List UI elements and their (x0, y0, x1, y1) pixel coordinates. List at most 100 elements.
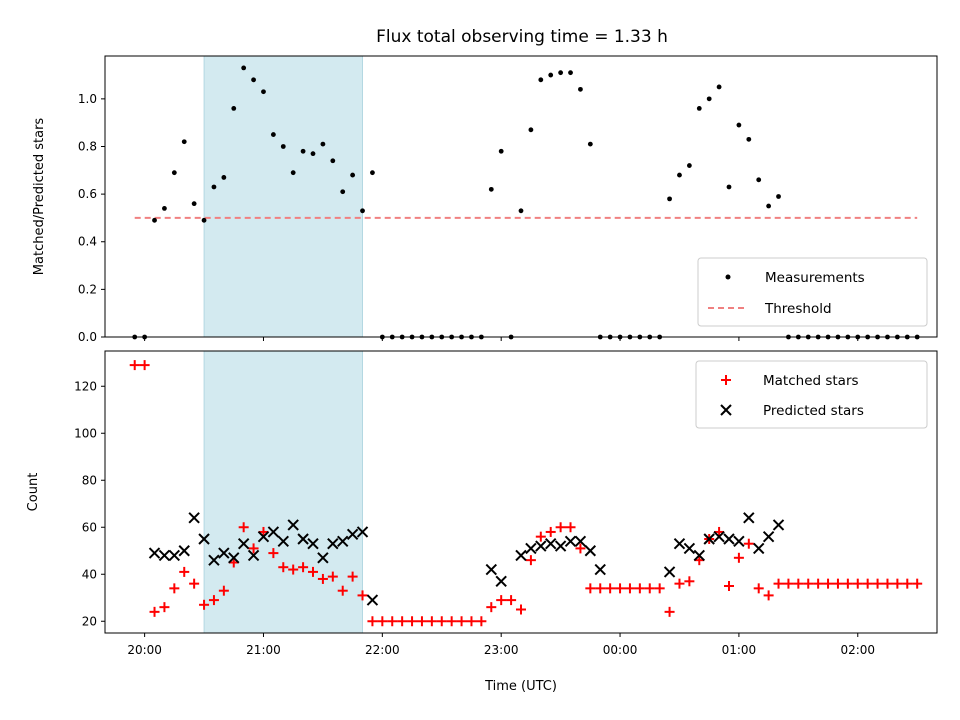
top-shaded-span (203, 55, 363, 338)
matched-star-point (862, 578, 873, 589)
matched-star-point (139, 360, 150, 371)
measurement-point (201, 217, 207, 223)
measurement-point (360, 208, 365, 214)
matched-star-point (159, 602, 170, 613)
matched-star-point (823, 578, 834, 589)
predicted-star-point (564, 535, 577, 548)
matched-star-point (357, 590, 368, 601)
matched-star-point (416, 616, 427, 627)
matched-star-point (179, 566, 190, 577)
legend-matched-plus (721, 375, 731, 385)
matched-star-point (317, 573, 328, 584)
matched-star-point (446, 616, 457, 627)
bottom-y-tick-label: 80 (82, 473, 97, 487)
predicted-star-point (733, 535, 745, 548)
predicted-star-point (168, 549, 181, 562)
matched-star-point (218, 585, 229, 596)
measurement-point (746, 136, 752, 142)
matched-star-point (912, 578, 923, 589)
matched-star-point (387, 616, 398, 627)
matched-star-point (248, 543, 259, 554)
matched-star-point (367, 616, 378, 627)
matched-star-point (565, 522, 576, 533)
matched-star-point (733, 552, 744, 563)
measurement-point (261, 89, 266, 95)
matched-star-point (872, 578, 883, 589)
predicted-star-point (148, 547, 161, 559)
top-y-tick-label: 0.6 (78, 187, 97, 201)
measurement-point (370, 170, 375, 176)
predicted-star-point (515, 549, 527, 562)
predicted-star-point (594, 563, 606, 576)
bottom-y-tick-label: 40 (82, 567, 97, 581)
predicted-star-point (772, 519, 785, 531)
measurement-point (587, 141, 593, 147)
predicted-star-point (257, 530, 270, 543)
measurement-point (518, 208, 524, 214)
predicted-star-point (337, 535, 349, 548)
top-y-tick-label: 0.8 (78, 139, 97, 153)
predicted-star-point (535, 540, 547, 552)
predicted-star-point (346, 528, 359, 541)
x-tick-label: 23:00 (484, 643, 519, 657)
matched-star-point (842, 578, 853, 589)
measurement-point (696, 105, 702, 111)
bottom-panel: 20 40 60 80 100 120 20:00 21:00 22:00 23:00 00:00… (26, 350, 938, 694)
measurement-point (162, 206, 167, 211)
measurement-point (736, 122, 742, 128)
matched-star-point (545, 526, 556, 537)
matched-star-point (852, 578, 863, 589)
measurement-point (280, 144, 286, 149)
bottom-y-tick-label: 60 (82, 520, 97, 534)
measurement-point (716, 84, 722, 90)
predicted-star-point (693, 549, 705, 562)
matched-star-point (189, 578, 200, 589)
bottom-x-ticks: 20:00 21:00 22:00 23:00 00:00 01:00 02:00 (127, 633, 875, 657)
predicted-star-point (743, 512, 755, 524)
measurement-point (578, 86, 583, 92)
measurement-point (706, 96, 712, 102)
top-legend-box (697, 257, 928, 327)
x-axis-label: Time (UTC) (484, 679, 557, 694)
predicted-star-point (584, 545, 597, 557)
measurement-point (211, 184, 217, 190)
matched-star-point (327, 571, 338, 582)
predicted-star-point (545, 537, 557, 550)
matched-star-point (575, 543, 586, 554)
matched-star-point (238, 522, 249, 533)
legend-measurements-label: Measurements (765, 270, 865, 286)
matched-star-point (743, 538, 754, 549)
predicted-star-point (297, 533, 309, 545)
bottom-y-ticks: 20 40 60 80 100 120 (74, 379, 105, 628)
matched-star-point (882, 578, 893, 589)
matched-star-point (436, 616, 447, 627)
matched-star-point (268, 548, 279, 559)
predicted-star-point (277, 535, 289, 548)
matched-star-point (773, 578, 784, 589)
matched-star-point (129, 360, 140, 371)
x-tick-label: 00:00 (603, 643, 638, 657)
bottom-y-tick-label: 20 (82, 614, 97, 628)
matched-star-point (615, 583, 626, 594)
measurement-point (686, 163, 692, 168)
matched-star-point (525, 555, 536, 566)
matched-star-point (337, 585, 348, 596)
predicted-star-point (753, 542, 765, 555)
top-y-tick-label: 1.0 (78, 92, 97, 106)
matched-star-point (516, 604, 526, 615)
measurement-point (766, 203, 772, 209)
matched-star-point (595, 583, 606, 594)
predicted-star-point (317, 552, 329, 564)
predicted-star-point (267, 526, 280, 538)
measurement-point (488, 186, 494, 192)
predicted-star-point (287, 519, 299, 531)
matched-star-point (783, 578, 794, 589)
predicted-star-point (525, 542, 537, 555)
matched-star-point (466, 616, 477, 627)
bottom-legend: Matched stars Predicted stars (695, 360, 928, 429)
predicted-stars-points (148, 512, 785, 606)
x-tick-label: 02:00 (840, 643, 875, 657)
top-legend: Measurements Threshold (697, 257, 928, 327)
predicted-star-point (683, 542, 696, 555)
measurement-point (498, 148, 504, 154)
